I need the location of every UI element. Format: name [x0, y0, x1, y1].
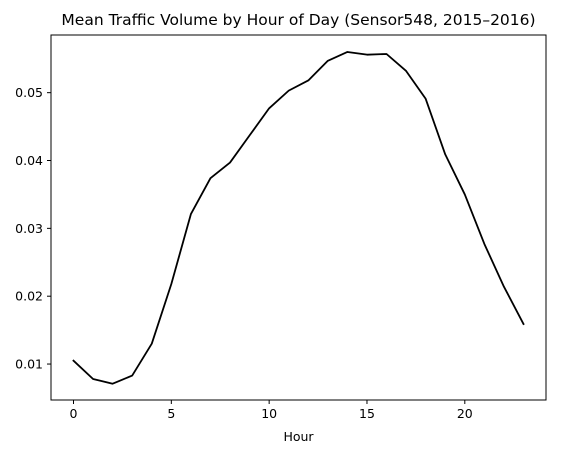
chart-title: Mean Traffic Volume by Hour of Day (Sens… [61, 11, 535, 29]
plot-frame [50, 34, 547, 401]
y-axis: 0.01 0.02 0.03 0.04 0.05 [15, 85, 51, 372]
series-line-0 [72, 51, 525, 385]
y-tick-label: 0.04 [15, 153, 43, 168]
y-tick-label: 0.03 [15, 221, 43, 236]
y-tick-label: 0.02 [15, 289, 43, 304]
x-tick-label: 5 [167, 406, 175, 421]
y-tick-label: 0.05 [15, 85, 43, 100]
x-tick-label: 10 [261, 406, 277, 421]
x-tick-label: 0 [70, 406, 78, 421]
x-tick-label: 20 [457, 406, 473, 421]
x-axis-label: Hour [283, 429, 314, 444]
plot-area [50, 34, 547, 401]
x-tick-label: 15 [359, 406, 375, 421]
x-axis: 0 5 10 15 20 [70, 400, 473, 421]
y-tick-label: 0.01 [15, 357, 43, 372]
